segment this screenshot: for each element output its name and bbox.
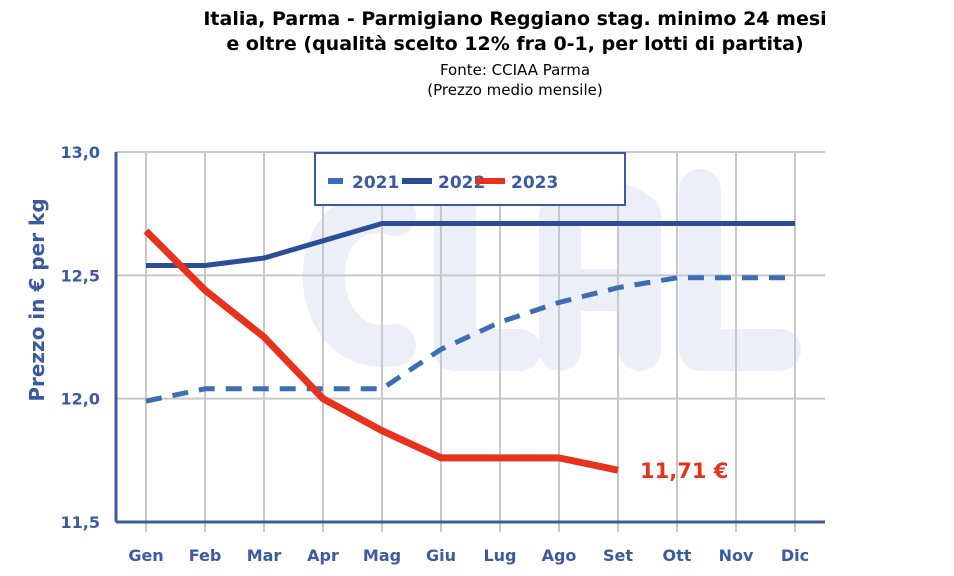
x-tick-label: Ott (663, 546, 692, 565)
x-tick-label: Apr (307, 546, 339, 565)
y-tick-label: 12,5 (61, 266, 100, 285)
watermark-logo-l1 (434, 169, 541, 371)
series-line-2023 (143, 228, 619, 474)
legend-label-2022: 2022 (438, 173, 485, 193)
series-line-2021 (145, 275, 795, 404)
x-tick-label: Dic (781, 546, 809, 565)
chart-subtitle2: (Prezzo medio mensile) (427, 81, 603, 99)
last-value-label: 11,71 € (640, 459, 728, 483)
x-tick-label: Lug (483, 546, 516, 565)
x-tick-label: Mag (363, 546, 401, 565)
watermark-logo-l2 (679, 169, 801, 371)
x-tick-label: Feb (189, 546, 222, 565)
y-tick-label: 11,5 (61, 513, 100, 532)
chart-title: Italia, Parma - Parmigiano Reggiano stag… (203, 8, 827, 30)
x-tick-label: Set (603, 546, 633, 565)
y-tick-label: 13,0 (61, 143, 100, 162)
y-axis-label: Prezzo in € per kg (25, 198, 49, 401)
legend-label-2023: 2023 (511, 173, 558, 193)
x-tick-label: Ago (542, 546, 577, 565)
x-tick-label: Gen (128, 546, 163, 565)
x-tick-label: Nov (719, 546, 754, 565)
x-tick-label: Giu (426, 546, 456, 565)
chart-subtitle: Fonte: CCIAA Parma (439, 61, 591, 79)
legend-box (314, 152, 626, 206)
series-line-2022 (146, 221, 795, 268)
legend-label-2021: 2021 (352, 173, 399, 193)
x-tick-label: Mar (247, 546, 282, 565)
y-tick-label: 12,0 (61, 390, 100, 409)
chart-title-line2: e oltre (qualità scelto 12% fra 0-1, per… (226, 33, 804, 55)
